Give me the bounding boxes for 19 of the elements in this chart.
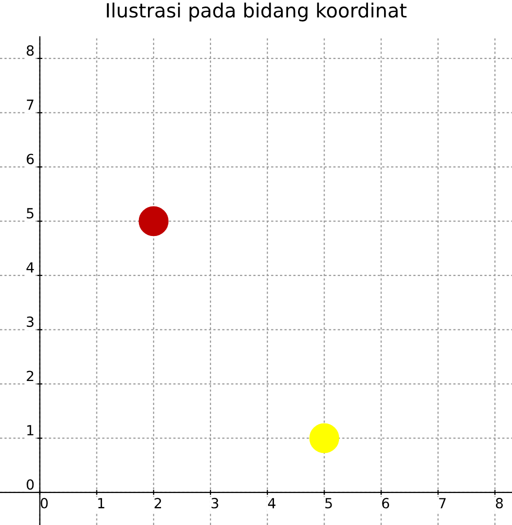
x-tick-label: 1 [98, 498, 104, 508]
x-tick-label: 5 [325, 498, 332, 508]
x-tick-label: 3 [212, 498, 218, 508]
y-tick-label: 6 [26, 154, 34, 164]
y-tick-label: 2 [26, 370, 34, 382]
x-tick-label: 4 [268, 498, 276, 508]
x-tick-label: 2 [154, 498, 162, 508]
y-tick-label: 3 [26, 316, 34, 328]
y-tick-label: 5 [26, 208, 34, 219]
chart-title: Ilustrasi pada bidang koordinat [106, 2, 407, 22]
y-tick-label: 8 [26, 45, 34, 56]
x-tick-label: 6 [382, 498, 390, 508]
x-tick-label: 7 [439, 498, 446, 508]
y-tick-label: 1 [27, 425, 34, 436]
x-tick-label: 8 [496, 498, 503, 508]
y-tick-label: 4 [26, 262, 34, 273]
x-tick-label: 0 [40, 498, 48, 508]
y-tick-label: 0 [26, 479, 34, 490]
y-tick-label: 7 [26, 100, 34, 110]
